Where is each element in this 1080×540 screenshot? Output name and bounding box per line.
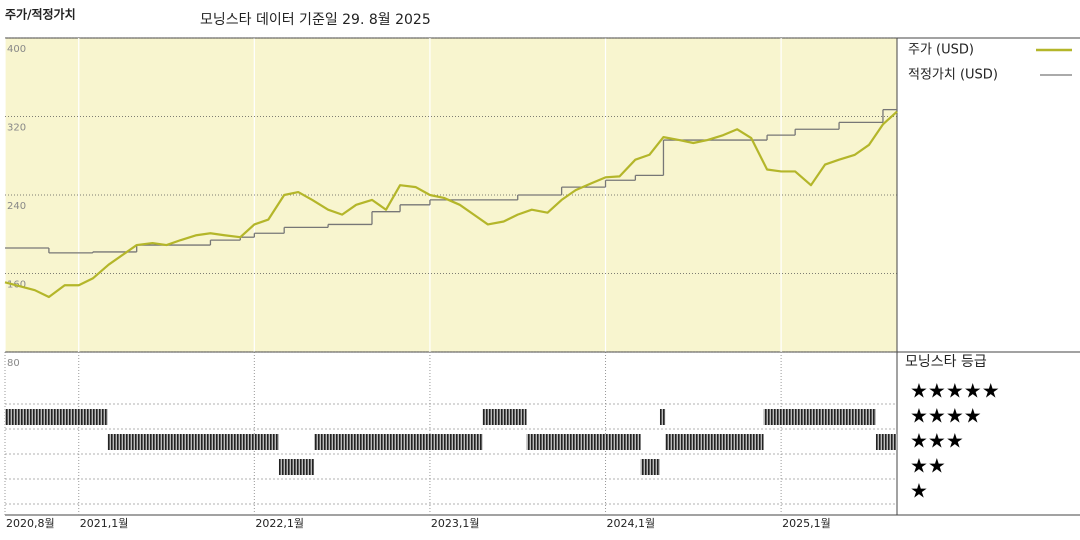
rating-bar — [763, 409, 876, 425]
y-tick-label: 400 — [7, 44, 26, 55]
rating-bar — [5, 409, 108, 425]
x-tick-label: 2021,1월 — [80, 517, 129, 530]
legend-label: 적정가치 (USD) — [908, 68, 998, 83]
rating-bar — [659, 409, 666, 425]
rating-bar — [278, 459, 315, 475]
x-tick-label: 2024,1월 — [607, 517, 656, 530]
x-tick-label: 2023,1월 — [431, 517, 480, 530]
rating-bar — [640, 459, 660, 475]
chart-title: 주가/적정가치 — [5, 7, 76, 22]
rating-label: ★★★ — [910, 429, 964, 453]
rating-bar — [107, 434, 279, 450]
x-tick-label: 2020,8월 — [6, 517, 55, 530]
rating-label: ★★★★★ — [910, 379, 1000, 403]
price-line — [4, 110, 898, 299]
rating-label: ★★ — [910, 454, 946, 478]
rating-label: ★★★★ — [910, 404, 982, 428]
legend-label: 주가 (USD) — [908, 43, 974, 58]
rating-bar — [526, 434, 641, 450]
y-tick-label: 240 — [7, 201, 26, 212]
rating-title: 모닝스타 등급 — [905, 354, 987, 370]
rating-bar — [875, 434, 897, 450]
y-tick-label: 80 — [7, 358, 20, 369]
x-tick-label: 2022,1월 — [255, 517, 304, 530]
rating-label: ★ — [910, 479, 928, 503]
rating-bar — [665, 434, 764, 450]
price-panel — [5, 38, 897, 352]
rating-bar — [482, 409, 527, 425]
rating-bar — [314, 434, 483, 450]
x-tick-label: 2025,1월 — [782, 517, 831, 530]
y-tick-label: 320 — [7, 123, 26, 134]
chart-subtitle: 모닝스타 데이터 기준일 29. 8월 2025 — [200, 12, 431, 28]
